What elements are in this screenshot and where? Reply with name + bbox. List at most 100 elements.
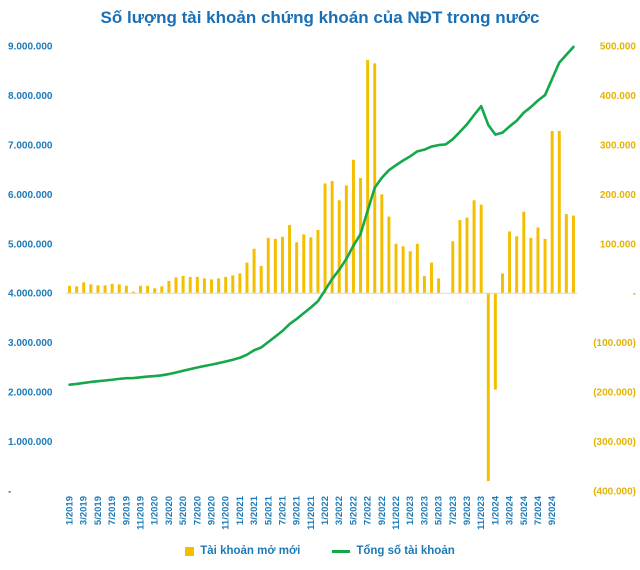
bar-series	[68, 59, 575, 482]
bar-new-accounts	[529, 237, 533, 294]
x-axis-tick-label: 7/2022	[363, 496, 374, 525]
x-axis-tick-label: 5/2022	[348, 496, 359, 525]
bar-new-accounts	[302, 234, 306, 294]
bar-new-accounts	[394, 243, 398, 294]
bar-new-accounts	[543, 238, 547, 294]
bar-new-accounts	[139, 285, 143, 294]
right-axis-tick-label: 300.000	[600, 140, 637, 151]
right-axis-tick-label: 400.000	[600, 91, 637, 102]
left-axis-tick-label: 4.000.000	[8, 289, 53, 300]
bar-new-accounts	[373, 63, 377, 294]
x-axis-tick-label: 5/2019	[93, 496, 104, 525]
x-axis-tick-label: 9/2021	[292, 495, 303, 525]
bar-new-accounts	[437, 278, 441, 294]
bar-new-accounts	[422, 275, 426, 294]
x-axis-tick-label: 11/2020	[221, 496, 232, 530]
right-axis-tick-label: (100.000)	[593, 338, 636, 349]
bar-new-accounts	[415, 243, 419, 294]
bar-new-accounts	[266, 237, 270, 294]
bar-new-accounts	[458, 220, 462, 294]
bar-new-accounts	[387, 216, 391, 294]
legend-label-new-accounts: Tài khoản mở mới	[200, 545, 301, 557]
right-axis-tick-label: (200.000)	[593, 388, 636, 399]
bar-new-accounts	[344, 185, 348, 294]
bar-new-accounts	[117, 284, 121, 294]
right-axis: (400.000) (300.000) (200.000) (100.000) - 100…	[593, 42, 636, 498]
bar-new-accounts	[160, 286, 164, 294]
x-axis-tick-label: 11/2019	[136, 496, 147, 530]
bar-new-accounts	[316, 229, 320, 294]
bar-new-accounts	[202, 278, 206, 294]
x-axis-tick-label: 1/2024	[490, 495, 501, 525]
x-axis-tick-label: 7/2019	[107, 496, 118, 525]
bar-new-accounts	[82, 282, 86, 294]
x-axis-tick-label: 3/2020	[164, 496, 175, 525]
x-axis-tick-label: 3/2021	[249, 495, 260, 525]
legend: Tài khoản mở mới Tổng số tài khoản	[0, 545, 640, 557]
x-axis-tick-label: 7/2021	[277, 495, 288, 525]
bar-new-accounts	[430, 262, 433, 294]
x-axis-tick-label: 11/2023	[476, 496, 487, 530]
right-axis-tick-label: (400.000)	[593, 487, 636, 498]
bar-new-accounts	[131, 291, 135, 294]
x-axis-tick-label: 7/2024	[533, 495, 544, 525]
right-axis-tick-label: -	[633, 289, 636, 300]
right-axis-tick-label: 200.000	[600, 190, 637, 201]
chart-title: Số lượng tài khoản chứng khoán của NĐT t…	[100, 8, 540, 27]
x-axis-tick-label: 9/2023	[462, 496, 473, 525]
bar-new-accounts	[210, 279, 213, 294]
x-axis-tick-label: 3/2022	[334, 496, 345, 525]
x-axis-tick-label: 3/2023	[419, 496, 430, 525]
left-axis-tick-label: 3.000.000	[8, 338, 53, 349]
left-axis-tick-label: 2.000.000	[8, 388, 53, 399]
x-axis-tick-label: 5/2023	[434, 496, 445, 525]
bar-new-accounts	[231, 275, 235, 294]
x-axis-tick-label: 1/2019	[65, 496, 76, 525]
x-axis-tick-label: 1/2020	[150, 496, 161, 525]
bar-new-accounts	[181, 275, 185, 294]
bar-new-accounts	[337, 200, 341, 294]
left-axis-tick-label: 6.000.000	[8, 190, 53, 201]
total-accounts-line	[68, 45, 575, 386]
bar-new-accounts	[288, 224, 292, 294]
bar-new-accounts	[96, 285, 100, 294]
x-axis-tick-label: 9/2024	[547, 495, 558, 525]
bar-new-accounts	[188, 276, 192, 294]
x-axis-tick-label: 5/2020	[178, 496, 189, 525]
x-axis-tick-label: 3/2024	[505, 495, 516, 525]
bar-new-accounts	[571, 215, 575, 294]
x-axis-tick-label: 9/2019	[121, 496, 132, 525]
bar-new-accounts	[557, 131, 561, 294]
legend-label-total-accounts: Tổng số tài khoản	[356, 545, 455, 557]
x-axis-tick-label: 1/2023	[405, 496, 416, 525]
bar-new-accounts	[103, 285, 107, 294]
left-axis-tick-label: -	[8, 487, 11, 498]
bar-new-accounts	[401, 246, 405, 294]
x-axis-tick-label: 5/2024	[519, 495, 530, 525]
bar-new-accounts	[124, 285, 128, 294]
bar-new-accounts	[351, 159, 355, 294]
bar-new-accounts	[238, 273, 242, 294]
bar-new-accounts	[68, 285, 72, 294]
bar-new-accounts	[309, 237, 313, 294]
bar-new-accounts	[508, 231, 512, 294]
right-axis-tick-label: 500.000	[600, 42, 637, 53]
bar-new-accounts	[330, 180, 334, 294]
bar-new-accounts	[380, 194, 384, 294]
bar-new-accounts	[224, 276, 228, 294]
bar-new-accounts	[479, 204, 483, 294]
left-axis-tick-label: 7.000.000	[8, 140, 53, 151]
bar-new-accounts	[217, 278, 221, 294]
bar-new-accounts	[451, 241, 455, 294]
bar-new-accounts	[75, 286, 79, 294]
bar-new-accounts	[515, 236, 519, 294]
bar-new-accounts	[472, 200, 476, 294]
bar-new-accounts	[153, 288, 157, 294]
bar-new-accounts	[408, 251, 412, 294]
bar-new-accounts	[273, 238, 277, 294]
bar-new-accounts	[295, 242, 299, 294]
x-axis-tick-label: 5/2021	[263, 495, 274, 525]
bar-new-accounts	[323, 183, 327, 294]
x-axis-tick-label: 9/2020	[206, 496, 217, 525]
